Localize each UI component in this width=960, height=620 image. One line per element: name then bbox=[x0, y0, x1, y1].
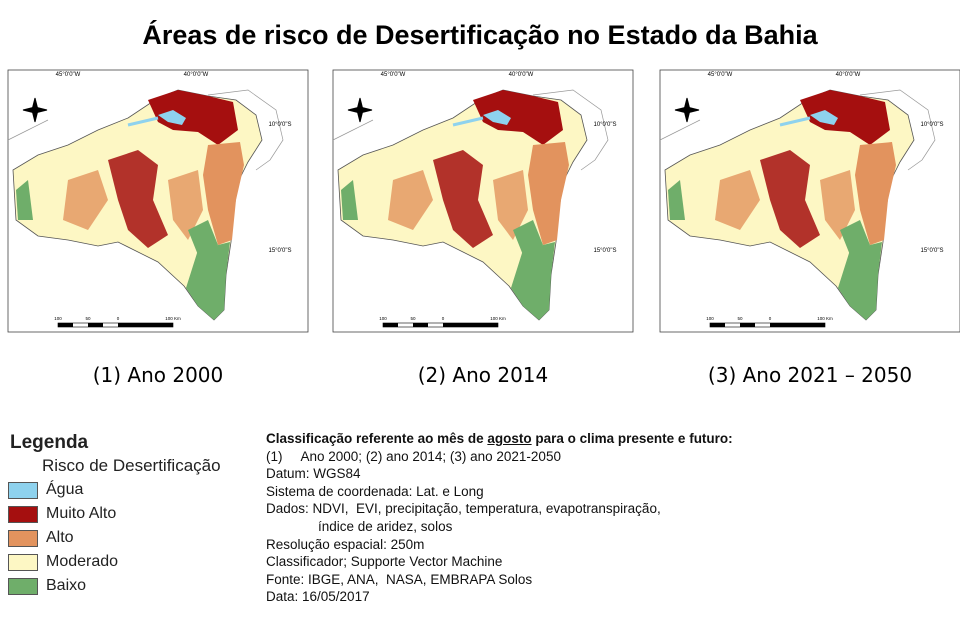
scale-label: 100 bbox=[54, 316, 62, 321]
legend-label: Moderado bbox=[46, 553, 119, 570]
note-line: Data: 16/05/2017 bbox=[266, 589, 370, 605]
map-panel: 45°0'0"W 40°0'0"W 10°0'0"S 15°0'0"S 100 50 0 10… bbox=[331, 68, 635, 387]
map bbox=[331, 68, 635, 334]
legend-item: Alto bbox=[8, 526, 253, 550]
note-line: Resolução espacial: 250m bbox=[266, 536, 425, 552]
scale-label: 0 bbox=[442, 316, 445, 321]
latitude-label: 10°0'0"S bbox=[593, 122, 616, 128]
legend-label: Baixo bbox=[46, 577, 87, 594]
legend-item: Moderado bbox=[8, 550, 253, 574]
legend-swatch bbox=[8, 553, 38, 571]
heading-emphasis: agosto bbox=[487, 431, 532, 446]
longitude-label: 40°0'0"W bbox=[509, 72, 534, 78]
title: Áreas de risco de Desertificação no Esta… bbox=[142, 20, 818, 50]
note-line: Classificador; Supporte Vector Machine bbox=[266, 554, 503, 570]
longitude-label: 45°0'0"W bbox=[708, 72, 733, 78]
legend-label: Água bbox=[46, 481, 84, 498]
map bbox=[6, 68, 310, 334]
latitude-label: 15°0'0"S bbox=[920, 248, 943, 254]
heading-text: para o clima presente e futuro: bbox=[531, 431, 733, 446]
note-line: Dados: NDVI, EVI, precipitação, temperat… bbox=[266, 501, 661, 517]
notes-heading: Classificação referente ao mês de agosto… bbox=[266, 430, 733, 448]
longitude-label: 40°0'0"W bbox=[184, 72, 209, 78]
note-line: Fonte: IBGE, ANA, NASA, EMBRAPA Solos bbox=[266, 571, 533, 587]
map bbox=[658, 68, 960, 334]
note-line: Datum: WGS84 bbox=[266, 466, 361, 482]
scale-label: 100 Km bbox=[817, 316, 833, 321]
scale-label: 100 bbox=[706, 316, 714, 321]
map-caption: (2) Ano 2014 bbox=[418, 363, 549, 387]
scale-label: 50 bbox=[85, 316, 91, 321]
longitude-label: 45°0'0"W bbox=[381, 72, 406, 78]
longitude-label: 45°0'0"W bbox=[56, 72, 81, 78]
scale-label: 50 bbox=[410, 316, 416, 321]
latitude-label: 15°0'0"S bbox=[268, 248, 291, 254]
legend: Legenda Risco de Desertificação Água Muit… bbox=[8, 432, 253, 610]
legend-item: Muito Alto bbox=[8, 502, 253, 526]
scale-label: 100 Km bbox=[165, 316, 181, 321]
legend-subtitle: Risco de Desertificação bbox=[42, 456, 221, 475]
note-line: índice de aridez, solos bbox=[318, 518, 453, 534]
map-panel: 45°0'0"W 40°0'0"W 10°0'0"S 15°0'0"S 100 50 0 10… bbox=[658, 68, 960, 387]
scale-label: 100 bbox=[379, 316, 387, 321]
map-caption: (1) Ano 2000 bbox=[93, 363, 224, 387]
map-panel: 45°0'0"W 40°0'0"W 10°0'0"S 15°0'0"S 100 50 0 10… bbox=[6, 68, 310, 387]
legend-title: Legenda bbox=[10, 432, 89, 453]
latitude-label: 10°0'0"S bbox=[268, 122, 291, 128]
longitude-label: 40°0'0"W bbox=[836, 72, 861, 78]
legend-swatch bbox=[8, 481, 38, 499]
scale-label: 0 bbox=[117, 316, 120, 321]
latitude-label: 15°0'0"S bbox=[593, 248, 616, 254]
legend-label: Muito Alto bbox=[46, 505, 117, 522]
legend-swatch bbox=[8, 505, 38, 523]
scale-label: 50 bbox=[737, 316, 743, 321]
latitude-label: 10°0'0"S bbox=[920, 122, 943, 128]
notes: Classificação referente ao mês de agosto… bbox=[266, 430, 733, 606]
map-caption: (3) Ano 2021 – 2050 bbox=[708, 363, 912, 387]
heading-text: Classificação referente ao mês de bbox=[266, 431, 488, 446]
note-line: Sistema de coordenada: Lat. e Long bbox=[266, 483, 484, 499]
scale-label: 100 Km bbox=[490, 316, 506, 321]
legend-item: Baixo bbox=[8, 574, 253, 598]
scale-label: 0 bbox=[769, 316, 772, 321]
maps: 45°0'0"W 40°0'0"W 10°0'0"S 15°0'0"S 100 50 0 10… bbox=[6, 68, 960, 387]
legend-swatch bbox=[8, 529, 38, 547]
legend-swatch bbox=[8, 577, 38, 595]
note-line: (1) Ano 2000; (2) ano 2014; (3) ano 2021… bbox=[266, 448, 561, 464]
legend-items: Água Muito Alto Alto Moderado Baixo bbox=[8, 478, 253, 598]
legend-item: Água bbox=[8, 478, 253, 502]
legend-label: Alto bbox=[46, 529, 74, 546]
